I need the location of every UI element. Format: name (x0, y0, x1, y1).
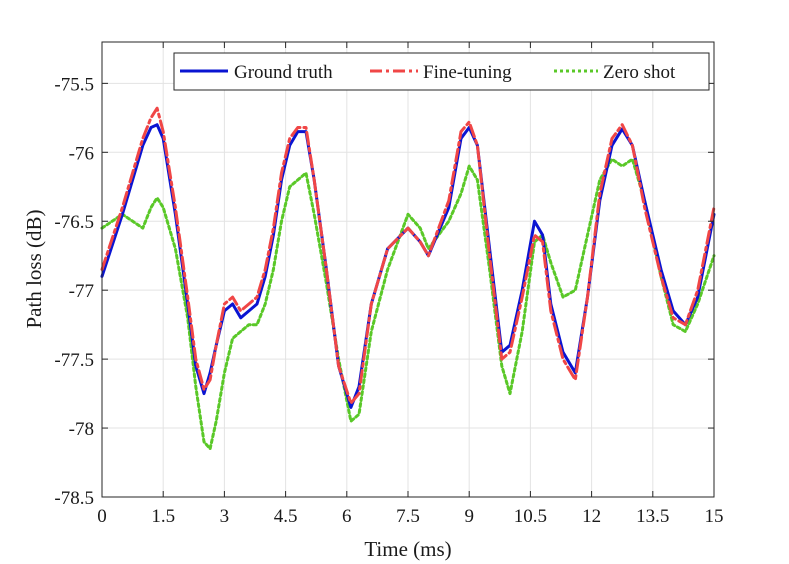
legend-box (173, 52, 710, 91)
legend-label-zero-shot: Zero shot (603, 62, 676, 83)
y-tick-label: -78 (69, 419, 94, 440)
x-tick-label: 13.5 (636, 506, 669, 527)
y-tick-label: -76 (69, 143, 94, 164)
tick-labels: 0 1.5 3 4.5 6 7.5 9 10.5 12 13.5 15 -78.5 -78 -77.5 -7… (54, 74, 723, 527)
x-tick-label: 0 (97, 506, 107, 527)
legend: Ground truth Fine-tuning Zero shot (173, 52, 710, 91)
x-tick-label: 3 (220, 506, 230, 527)
x-tick-label: 4.5 (274, 506, 298, 527)
x-axis-label: Time (ms) (364, 537, 451, 561)
x-tick-label: 10.5 (514, 506, 547, 527)
ticks (101, 42, 715, 498)
series-line-fine-tuning (100, 106, 716, 405)
x-tick-label: 12 (582, 506, 601, 527)
y-tick-label: -77 (69, 281, 94, 302)
y-tick-label: -78.5 (54, 488, 94, 509)
legend-label-ground-truth: Ground truth (234, 62, 333, 83)
y-tick-label: -77.5 (54, 350, 94, 371)
x-tick-label: 9 (464, 506, 474, 527)
x-tick-label: 6 (342, 506, 352, 527)
y-tick-label: -75.5 (54, 74, 94, 95)
series-line-zero-shot (100, 157, 716, 451)
series-layer (100, 106, 716, 451)
x-tick-label: 1.5 (151, 506, 175, 527)
x-tick-label: 7.5 (396, 506, 420, 527)
x-tick-label: 15 (705, 506, 724, 527)
legend-label-fine-tuning: Fine-tuning (423, 62, 512, 83)
y-tick-label: -76.5 (54, 212, 94, 233)
y-axis-label: Path loss (dB) (22, 209, 46, 328)
